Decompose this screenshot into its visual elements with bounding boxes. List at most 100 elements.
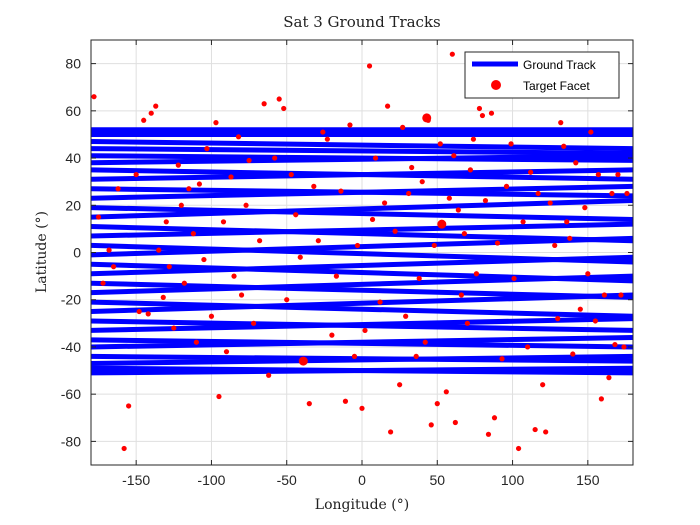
target-facet-point bbox=[186, 186, 192, 192]
target-facet-point bbox=[175, 162, 181, 168]
target-facet-point bbox=[204, 146, 210, 152]
target-facet-point bbox=[455, 207, 461, 213]
target-facet-point bbox=[508, 141, 514, 147]
target-facet-point bbox=[452, 419, 458, 426]
legend-target-swatch bbox=[491, 80, 501, 90]
target-facet-point bbox=[428, 422, 434, 428]
legend-box bbox=[464, 51, 620, 99]
y-tick-label: -20 bbox=[61, 292, 81, 308]
target-facet-point bbox=[446, 195, 452, 201]
target-facet-point bbox=[525, 344, 531, 350]
legend-target-label: Target Facet bbox=[523, 79, 590, 93]
target-facet-point bbox=[503, 183, 510, 189]
target-facet-point bbox=[520, 219, 526, 225]
target-facet-point bbox=[485, 431, 492, 437]
target-facet-point bbox=[381, 200, 388, 206]
target-facet-point bbox=[359, 405, 365, 411]
target-facet-point bbox=[320, 129, 326, 135]
target-facet-point-large bbox=[422, 113, 432, 123]
ground-track-line bbox=[91, 316, 633, 333]
target-facet-point bbox=[311, 183, 317, 189]
target-facet-point bbox=[618, 292, 624, 298]
x-tick-label: 50 bbox=[429, 472, 445, 488]
x-tick-label: 150 bbox=[576, 472, 600, 488]
target-facet-point bbox=[476, 105, 483, 112]
target-facet-point bbox=[136, 308, 142, 315]
target-facet-point bbox=[261, 101, 267, 107]
target-facet-point bbox=[324, 136, 330, 142]
target-facet-point bbox=[621, 344, 627, 350]
target-facet-point bbox=[384, 103, 391, 109]
target-facet-point bbox=[106, 247, 112, 253]
target-facet-point bbox=[564, 219, 570, 225]
ground-track-line bbox=[91, 254, 633, 277]
target-facet-point bbox=[419, 179, 425, 185]
target-facet-point bbox=[601, 292, 607, 298]
target-facet-point bbox=[228, 174, 234, 180]
target-facet-point bbox=[190, 231, 196, 237]
target-facet-point bbox=[223, 349, 230, 355]
y-tick-label: 20 bbox=[65, 197, 81, 213]
target-facet-point bbox=[400, 124, 406, 130]
target-facet-point bbox=[272, 155, 278, 161]
y-tick-label: -40 bbox=[61, 339, 81, 355]
ground-track-line bbox=[91, 224, 633, 244]
target-facet-point bbox=[201, 256, 207, 263]
target-facet-point bbox=[196, 181, 202, 187]
x-axis: -150 -100 -50 0 50 100 150 bbox=[122, 40, 600, 488]
ground-track-line bbox=[91, 235, 633, 258]
target-facet-point bbox=[482, 197, 489, 204]
target-facet-point bbox=[499, 356, 505, 362]
target-facet-point bbox=[342, 398, 349, 404]
target-facet-point bbox=[443, 389, 449, 395]
target-facet-point bbox=[406, 190, 412, 197]
target-facet-point bbox=[126, 403, 132, 409]
target-facet-point bbox=[437, 141, 443, 147]
target-facet-point bbox=[488, 110, 495, 116]
target-facet-point bbox=[558, 120, 564, 126]
target-facet-point bbox=[288, 171, 294, 178]
target-facet-point bbox=[100, 280, 106, 286]
target-facet-point bbox=[276, 96, 282, 102]
target-facet-point bbox=[354, 242, 361, 249]
target-facet-point bbox=[220, 219, 227, 225]
target-facet-point bbox=[281, 105, 287, 112]
ground-track-line bbox=[91, 299, 633, 319]
ground-track-line bbox=[91, 153, 633, 166]
target-facet-point bbox=[171, 325, 177, 331]
target-facet-point bbox=[552, 242, 558, 249]
target-facet-point bbox=[392, 228, 398, 234]
target-facet-point bbox=[403, 313, 409, 319]
target-facet-point bbox=[467, 167, 473, 173]
ground-track-line bbox=[91, 280, 633, 300]
target-facet-point-large bbox=[298, 356, 308, 366]
target-facet-point bbox=[416, 275, 422, 282]
target-facet-point bbox=[148, 110, 154, 116]
target-facet-point bbox=[479, 112, 486, 119]
target-facet-point bbox=[91, 94, 97, 100]
target-facet-point bbox=[178, 202, 184, 208]
target-facet-point bbox=[338, 188, 344, 194]
ground-track-line bbox=[91, 146, 633, 156]
target-facet-point bbox=[609, 190, 615, 197]
target-facet-point bbox=[156, 247, 162, 253]
target-facet-point bbox=[95, 214, 102, 220]
x-tick-label: 100 bbox=[501, 472, 525, 488]
ground-track-line bbox=[91, 221, 633, 239]
target-facet-point bbox=[121, 445, 127, 452]
target-facet-point bbox=[388, 429, 394, 435]
target-facet-point-large bbox=[437, 219, 447, 229]
target-facet-point bbox=[266, 372, 272, 378]
target-facet-point bbox=[573, 160, 579, 166]
y-axis-label: Latitude (°) bbox=[34, 211, 50, 293]
target-facet-point bbox=[409, 164, 415, 171]
target-facet-point bbox=[333, 273, 340, 279]
target-facet-point bbox=[555, 316, 561, 322]
target-facet-point bbox=[543, 429, 549, 435]
target-facet-point bbox=[567, 235, 573, 241]
target-facet-point bbox=[464, 320, 470, 326]
legend: Ground Track Target Facet bbox=[464, 51, 620, 99]
target-facet-point bbox=[585, 271, 591, 277]
target-facet-point bbox=[133, 171, 139, 178]
